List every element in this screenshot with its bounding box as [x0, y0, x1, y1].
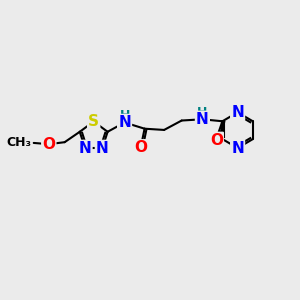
Text: N: N — [96, 141, 109, 156]
Text: CH₃: CH₃ — [7, 136, 32, 149]
Text: S: S — [88, 114, 99, 129]
Text: N: N — [79, 141, 92, 156]
Text: O: O — [210, 133, 223, 148]
Text: N: N — [118, 115, 131, 130]
Text: H: H — [197, 106, 208, 119]
Text: N: N — [231, 140, 244, 155]
Text: O: O — [134, 140, 147, 155]
Text: O: O — [42, 137, 55, 152]
Text: N: N — [196, 112, 209, 127]
Text: N: N — [231, 105, 244, 120]
Text: H: H — [119, 109, 130, 122]
